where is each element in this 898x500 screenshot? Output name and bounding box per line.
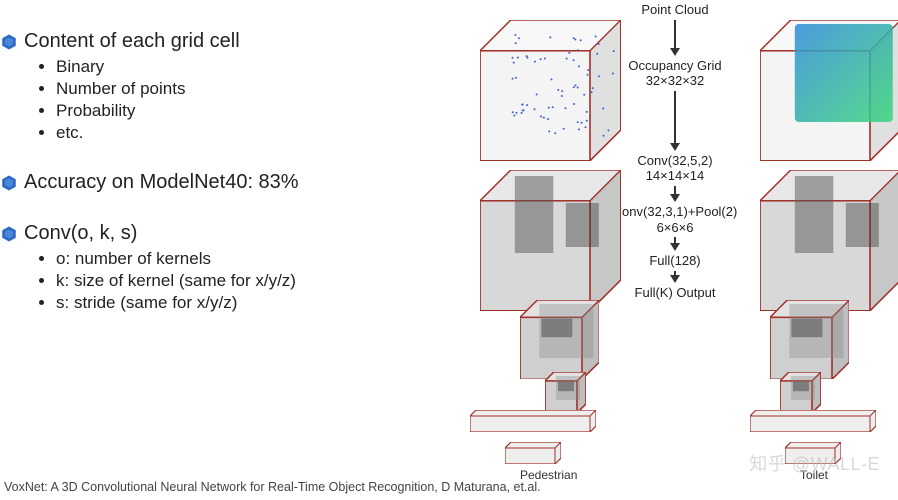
cube-icon	[480, 170, 621, 311]
fc-bar-icon	[470, 410, 596, 432]
output-bar	[505, 442, 561, 469]
hex-bullet-icon	[0, 33, 18, 51]
bullet-block: Content of each grid cell BinaryNumber of…	[0, 30, 430, 143]
cube-icon	[760, 20, 898, 161]
class-label-left: Pedestrian	[520, 468, 577, 482]
cube-icon	[480, 20, 621, 161]
cube-icon	[520, 300, 599, 379]
fc-bar-icon	[785, 442, 841, 464]
output-bar	[785, 442, 841, 469]
left-column: Content of each grid cell BinaryNumber of…	[0, 30, 430, 341]
cube-icon	[770, 300, 849, 379]
fc-bar-icon	[505, 442, 561, 464]
bullet-head-text: Conv(o, k, s)	[24, 222, 137, 245]
cube-icon	[760, 170, 898, 311]
bullet-head: Content of each grid cell	[0, 30, 430, 53]
diagram-cube	[760, 170, 898, 316]
bullet-subitem: Number of points	[56, 79, 430, 99]
diagram-cube	[480, 20, 621, 166]
bullet-block: Conv(o, k, s) o: number of kernelsk: size…	[0, 222, 430, 313]
bullet-head-text: Content of each grid cell	[24, 30, 240, 53]
bullet-head: Accuracy on ModelNet40: 83%	[0, 171, 430, 194]
hex-bullet-icon	[0, 174, 18, 192]
diagram-cube	[760, 20, 898, 166]
bullet-subitem: Probability	[56, 101, 430, 121]
bullet-subitem: Binary	[56, 57, 430, 77]
bullet-subitem: etc.	[56, 123, 430, 143]
class-label-right: Toilet	[800, 468, 828, 482]
bullet-subitem: s: stride (same for x/y/z)	[56, 293, 430, 313]
cube-icon	[545, 372, 586, 413]
cube-icon	[780, 372, 821, 413]
fc-bar	[750, 410, 876, 437]
bullet-head-text: Accuracy on ModelNet40: 83%	[24, 171, 299, 194]
bullet-head: Conv(o, k, s)	[0, 222, 430, 245]
fc-bar	[470, 410, 596, 437]
architecture-diagram: Point Cloud Occupancy Grid32×32×32 Conv(…	[450, 0, 898, 500]
fc-bar-icon	[750, 410, 876, 432]
bullet-sublist: o: number of kernelsk: size of kernel (s…	[0, 249, 430, 313]
bullet-subitem: o: number of kernels	[56, 249, 430, 269]
diagram-cube	[480, 170, 621, 316]
flow-label: Point Cloud	[590, 2, 760, 18]
bullet-sublist: BinaryNumber of pointsProbabilityetc.	[0, 57, 430, 143]
bullet-subitem: k: size of kernel (same for x/y/z)	[56, 271, 430, 291]
bullet-block: Accuracy on ModelNet40: 83%	[0, 171, 430, 194]
hex-bullet-icon	[0, 225, 18, 243]
